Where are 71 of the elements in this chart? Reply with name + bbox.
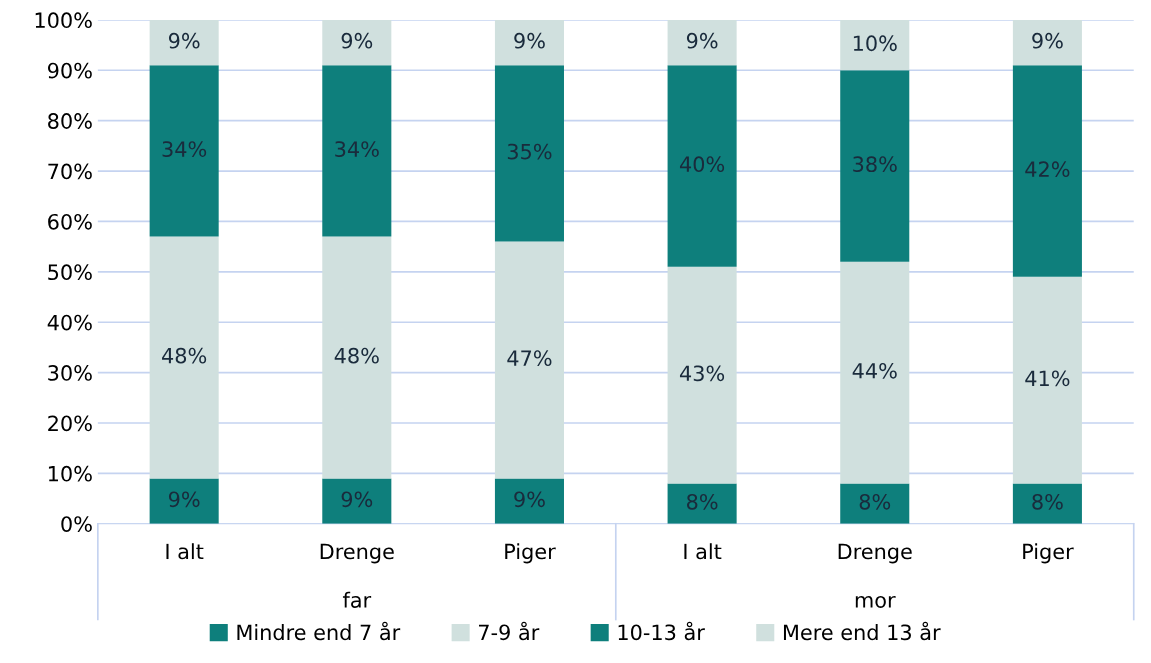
bar xyxy=(322,19,392,66)
legend-label: 7-9 år xyxy=(479,621,540,641)
data-label: 10% xyxy=(853,35,897,52)
x-tick-label: Piger xyxy=(505,543,556,564)
text: far xyxy=(342,591,372,608)
data-label: 44% xyxy=(852,362,897,379)
bar xyxy=(840,261,910,484)
y-tick-label: 40% xyxy=(47,314,92,331)
bar xyxy=(1012,19,1082,66)
legend-label: Mere end 13 år xyxy=(783,621,941,641)
data-label: 9% xyxy=(514,491,545,508)
bar xyxy=(494,241,564,479)
bar xyxy=(1012,65,1082,277)
data-label: 8% xyxy=(859,493,891,510)
y-tick-label: 90% xyxy=(47,62,92,79)
data-label: 40% xyxy=(679,156,725,173)
data-label: 9% xyxy=(341,32,373,49)
data-label: 38% xyxy=(853,156,897,173)
data-label: 8% xyxy=(1032,493,1063,510)
bar xyxy=(322,236,392,479)
y-tick-label: 50% xyxy=(48,264,92,281)
bar xyxy=(667,19,737,66)
data-label: 41% xyxy=(1025,370,1070,387)
bar xyxy=(494,19,564,66)
data-label: 43% xyxy=(679,365,725,382)
y-tick-label: 60% xyxy=(48,213,92,230)
text: mor xyxy=(855,595,896,608)
bar xyxy=(1012,276,1082,484)
bar xyxy=(149,236,219,479)
y-tick-label: 70% xyxy=(48,163,92,180)
data-label: 9% xyxy=(168,32,200,49)
data-label: 34% xyxy=(162,141,207,157)
y-tick-label: 30% xyxy=(48,365,92,381)
bar xyxy=(667,483,737,524)
bar xyxy=(840,70,910,262)
y-tick-label: 100% xyxy=(35,12,92,29)
data-label: 48% xyxy=(334,347,379,364)
data-label: 9% xyxy=(1032,32,1063,49)
legend-label: Mindre end 7 år xyxy=(237,621,401,641)
x-tick-label: I alt xyxy=(166,543,204,560)
bar xyxy=(840,483,910,524)
data-label: 9% xyxy=(168,491,200,508)
bar xyxy=(1012,483,1082,524)
data-label: 48% xyxy=(162,347,207,364)
legend-label: 10-13 år xyxy=(618,621,705,641)
bar xyxy=(149,478,219,524)
bar xyxy=(494,478,564,524)
x-tick-label: Drenge xyxy=(320,543,394,564)
data-label: 9% xyxy=(686,32,718,49)
bar xyxy=(667,266,737,484)
y-tick-label: 20% xyxy=(48,415,92,432)
data-label: 9% xyxy=(341,491,373,508)
y-tick-label: 0% xyxy=(61,516,92,532)
data-label: 47% xyxy=(507,350,552,367)
bar xyxy=(840,19,910,71)
x-tick-label: Piger xyxy=(1023,543,1074,564)
bar xyxy=(494,65,564,242)
bar xyxy=(322,65,392,237)
data-label: 34% xyxy=(335,141,379,157)
data-label: 8% xyxy=(687,493,718,510)
x-tick-label: Drenge xyxy=(838,543,912,564)
data-label: 35% xyxy=(507,143,552,160)
y-tick-label: 10% xyxy=(48,465,92,482)
bar xyxy=(667,65,737,267)
x-tick-label: I alt xyxy=(684,543,722,560)
y-tick-label: 80% xyxy=(48,113,92,129)
data-label: 42% xyxy=(1025,161,1070,178)
bar xyxy=(149,19,219,66)
bar xyxy=(149,65,219,237)
data-label: 9% xyxy=(514,32,545,49)
bar xyxy=(322,478,392,524)
